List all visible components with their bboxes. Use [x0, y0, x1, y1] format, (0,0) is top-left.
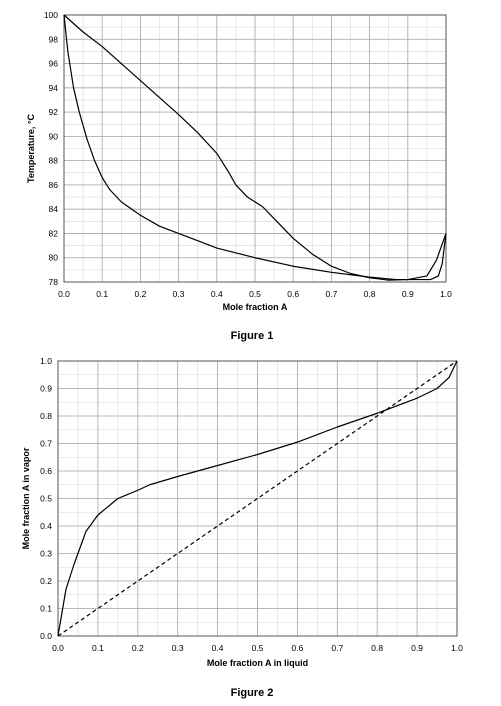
y-tick-label: 0.3 [40, 549, 52, 559]
x-tick-label: 0.2 [134, 289, 146, 299]
y-tick-label: 0.9 [40, 384, 52, 394]
y-tick-label: 88 [49, 156, 59, 166]
y-tick-label: 0.4 [40, 521, 52, 531]
y-tick-label: 0.5 [40, 494, 52, 504]
y-tick-label: 94 [49, 83, 59, 93]
y-tick-label: 0.1 [40, 604, 52, 614]
chart-temperature-vs-mole-fraction: 0.0 0.1 0.2 0.3 0.4 0.5 0.6 0.7 0.8 0.9 1.0 78 80 82 8… [26, 10, 452, 312]
y-tick-label: 90 [49, 131, 59, 141]
x-tick-label: 0.1 [92, 643, 104, 653]
x-tick-label: 0.1 [96, 289, 108, 299]
series-line-1 [57, 360, 458, 637]
y-tick-label: 80 [49, 253, 59, 263]
x-tick-label: 0.6 [287, 289, 299, 299]
x-tick-label: 0.9 [402, 289, 414, 299]
plot-area-frame [57, 360, 458, 637]
x-tick-label: 0.0 [52, 643, 64, 653]
series-line-2 [63, 14, 447, 281]
y-tick-label: 0.8 [40, 411, 52, 421]
x-tick-label: 0.4 [212, 643, 224, 653]
y-tick-label: 86 [49, 180, 59, 190]
x-tick-label: 0.3 [172, 643, 184, 653]
x-tick-label: 0.5 [249, 289, 261, 299]
x-tick-label: 0.8 [364, 289, 376, 299]
y-tick-label: 84 [49, 204, 59, 214]
y-tick-label: 78 [49, 277, 59, 287]
y-axis-label: Mole fraction A in vapor [21, 447, 31, 549]
x-axis-label: Mole fraction A [223, 302, 288, 312]
series-line-1 [63, 14, 447, 281]
y-tick-label: 96 [49, 59, 59, 69]
y-tick-label: 0.2 [40, 576, 52, 586]
x-tick-label: 0.6 [291, 643, 303, 653]
x-tick-label: 1.0 [451, 643, 463, 653]
y-tick-label: 82 [49, 228, 59, 238]
x-tick-label: 0.7 [325, 289, 337, 299]
y-tick-label: 92 [49, 107, 59, 117]
x-tick-label: 1.0 [440, 289, 452, 299]
x-tick-label: 0.9 [411, 643, 423, 653]
y-tick-label: 98 [49, 34, 59, 44]
plot-area-frame [63, 14, 447, 283]
y-tick-label: 0.7 [40, 439, 52, 449]
y-tick-label: 1.0 [40, 356, 52, 366]
figure-2-caption: Figure 2 [231, 687, 274, 699]
y-tick-label: 100 [44, 10, 58, 20]
figure-1-caption: Figure 1 [231, 330, 274, 342]
x-tick-label: 0.3 [173, 289, 185, 299]
series-line-2 [57, 360, 458, 637]
x-tick-label: 0.0 [58, 289, 70, 299]
x-tick-label: 0.4 [211, 289, 223, 299]
y-tick-label: 0.6 [40, 466, 52, 476]
x-axis-label: Mole fraction A in liquid [207, 658, 308, 668]
y-axis-label: Temperature, °C [26, 114, 36, 183]
chart-vapor-vs-liquid-mole-fraction: 0.0 0.1 0.2 0.3 0.4 0.5 0.6 0.7 0.8 0.9 1.0 0.0 0.1 0… [21, 356, 463, 668]
y-tick-label: 0.0 [40, 631, 52, 641]
x-tick-label: 0.5 [252, 643, 264, 653]
x-tick-label: 0.2 [132, 643, 144, 653]
x-tick-label: 0.8 [371, 643, 383, 653]
x-tick-label: 0.7 [331, 643, 343, 653]
